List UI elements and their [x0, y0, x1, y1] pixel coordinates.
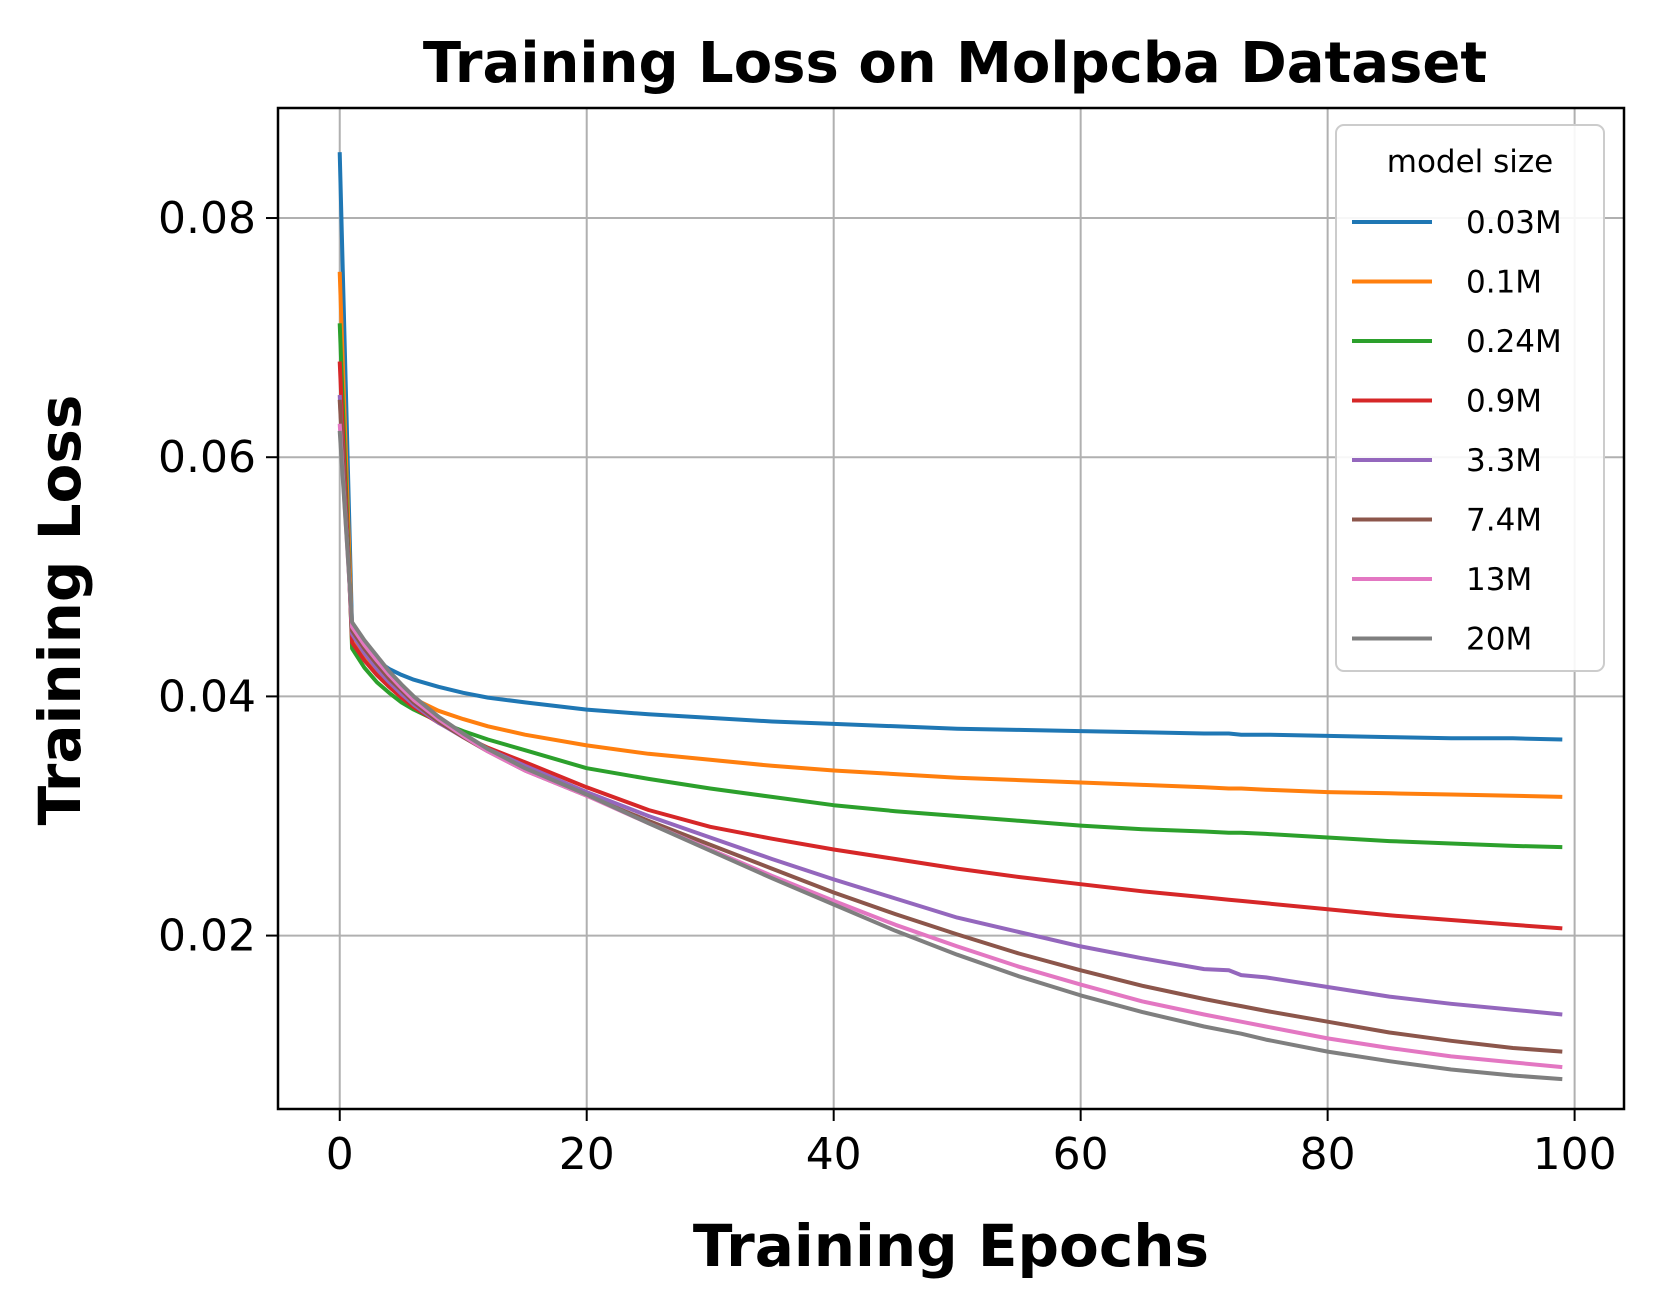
- legend-label: 0.03M: [1466, 205, 1562, 241]
- x-axis-label: Training Epochs: [693, 1212, 1209, 1280]
- series-lines: [337, 152, 1563, 1082]
- legend-box: [1335, 124, 1605, 672]
- axis-ticks: 0 20 40 60 80 100 0.02 0.04 0.06 0.08: [158, 193, 1617, 1180]
- legend-label: 20M: [1466, 622, 1532, 658]
- series-line-13M: [337, 423, 1563, 1070]
- x-tick-label: 100: [1533, 1129, 1617, 1180]
- legend: model size 0.03M 0.1M 0.24M 0.9M 3.3M 7.4M 13M…: [1335, 124, 1605, 672]
- x-tick-label: 60: [1053, 1129, 1109, 1180]
- series-line-0.24M: [337, 323, 1563, 850]
- y-tick-label: 0.08: [158, 193, 256, 244]
- legend-label: 0.24M: [1466, 324, 1562, 360]
- y-tick-label: 0.04: [158, 671, 256, 722]
- y-axis-label: Training Loss: [26, 395, 94, 826]
- series-line-0.03M: [337, 152, 1563, 742]
- legend-label: 0.1M: [1466, 265, 1542, 301]
- legend-label: 7.4M: [1466, 503, 1542, 539]
- y-tick-label: 0.06: [158, 432, 256, 483]
- legend-label: 3.3M: [1466, 443, 1542, 479]
- legend-title: model size: [1387, 144, 1554, 180]
- x-tick-label: 40: [806, 1129, 862, 1180]
- x-tick-label: 0: [326, 1129, 354, 1180]
- x-tick-label: 80: [1300, 1129, 1356, 1180]
- legend-label: 0.9M: [1466, 384, 1542, 420]
- chart-title: Training Loss on Molpcba Dataset: [423, 31, 1487, 96]
- y-tick-label: 0.02: [158, 911, 256, 962]
- series-line-0.9M: [337, 361, 1563, 931]
- plot-frame: [276, 106, 1626, 1111]
- legend-items: 0.03M 0.1M 0.24M 0.9M 3.3M 7.4M 13M 20M: [1352, 205, 1562, 658]
- legend-label: 13M: [1466, 562, 1532, 598]
- series-line-3.3M: [337, 394, 1563, 1017]
- x-tick-label: 20: [559, 1129, 615, 1180]
- series-line-20M: [337, 430, 1563, 1082]
